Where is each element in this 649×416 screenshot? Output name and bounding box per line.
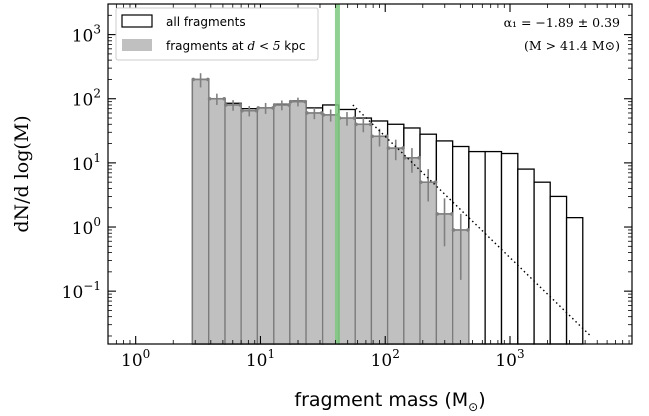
x-tick-label-3: 103	[495, 347, 524, 371]
errorbar-dot-r-16	[466, 228, 470, 232]
bar-near-12	[386, 147, 405, 345]
legend-label-all: all fragments	[166, 15, 246, 29]
errorbar-dot-r-14	[433, 180, 438, 184]
errorbar-dot-r-0	[206, 77, 210, 82]
y-tick-label-2: 101	[72, 151, 101, 175]
error-bars	[191, 73, 470, 280]
errorbar-dot-r-10	[368, 122, 373, 127]
y-axis-label: dN/d log(M)	[11, 115, 33, 232]
bar-near-5	[273, 104, 291, 345]
bar-near-9	[338, 117, 356, 345]
errorbar-dot-l-7	[305, 111, 309, 115]
legend-label-near-math: d < 5	[247, 39, 280, 53]
legend-swatch-near	[122, 39, 152, 51]
bar-near-0	[191, 78, 210, 345]
errorbar-dot-l-14	[419, 180, 423, 184]
plot-frame	[107, 3, 633, 345]
x-axis-label: fragment mass (M⊙)	[294, 389, 485, 414]
bar-near-1	[208, 98, 226, 345]
y-tick-label-0: 10−1	[62, 279, 101, 303]
errorbar-dot-l-10	[354, 122, 358, 127]
errorbar-dot-r-3	[254, 108, 259, 113]
legend-box	[115, 7, 319, 61]
errorbar-dot-l-16	[451, 228, 456, 232]
overlays	[334, 4, 592, 344]
fit-annotation-slope: α₁ = −1.89 ± 0.39	[504, 15, 620, 30]
power-law-fit	[352, 104, 592, 338]
errorbar-dot-l-11	[370, 134, 375, 139]
bar-near-7	[305, 112, 324, 345]
bar-all-23	[565, 216, 584, 345]
bar-near-11	[370, 135, 389, 345]
errorbar-dot-r-15	[450, 212, 454, 216]
errorbar-dot-l-1	[207, 96, 212, 101]
bar-near-2	[224, 104, 242, 345]
errorbar-dot-l-2	[224, 103, 228, 107]
legend-label-near-suffix: kpc	[280, 39, 305, 53]
x-tick-label-2: 102	[371, 347, 400, 371]
y-tick-label-3: 102	[72, 87, 101, 111]
errorbar-dot-l-0	[191, 77, 196, 82]
x-axis-label-sub: ⊙	[468, 400, 478, 414]
y-tick-label-1: 100	[72, 215, 101, 239]
bar-all-19	[500, 152, 519, 345]
bar-all-21	[533, 181, 551, 345]
bar-near-13	[403, 157, 421, 345]
errorbar-dot-r-6	[303, 99, 308, 104]
legend: all fragments fragments at d < 5 kpc	[115, 7, 319, 61]
bar-near-4	[256, 107, 275, 345]
errorbar-dot-r-2	[238, 103, 243, 107]
errorbar-dot-l-4	[256, 106, 261, 110]
x-axis-ticks: 100 101 102 103	[107, 4, 630, 371]
bar-near-6	[289, 101, 307, 345]
errorbar-dot-l-5	[272, 103, 277, 107]
legend-swatch-all	[121, 14, 153, 28]
bar-near-10	[354, 123, 373, 345]
errorbar-dot-r-5	[287, 103, 291, 107]
x-axis-label-text: fragment mass (M	[294, 389, 468, 411]
legend-label-near-prefix: fragments at	[166, 39, 247, 53]
errorbar-dot-l-6	[288, 99, 293, 104]
bar-all-20	[517, 168, 535, 345]
bar-near-14	[419, 181, 438, 345]
errorbar-dot-l-12	[386, 146, 391, 150]
bar-near-3	[240, 110, 259, 345]
x-axis-label-close: )	[478, 389, 485, 411]
errorbar-dot-l-15	[435, 212, 439, 216]
x-tick-label-0: 100	[121, 347, 150, 371]
errorbar-dot-r-13	[417, 156, 422, 160]
bar-all-18	[484, 150, 503, 345]
errorbar-dot-l-8	[321, 113, 326, 117]
errorbar-dot-l-13	[402, 156, 407, 160]
x-tick-label-1: 101	[246, 347, 275, 371]
bar-all-22	[549, 195, 568, 345]
errorbar-dot-l-3	[240, 108, 244, 113]
errorbar-dot-r-4	[271, 106, 275, 110]
errorbar-dot-r-1	[222, 96, 227, 101]
errorbar-dot-r-12	[401, 146, 405, 150]
y-tick-label-4: 103	[72, 23, 101, 47]
legend-label-near: fragments at d < 5 kpc	[166, 39, 305, 53]
fit-annotation-range: (M > 41.4 M⊙)	[524, 38, 620, 53]
y-axis-ticks: 10−1 100 101 102 103	[62, 14, 632, 337]
errorbar-dot-r-9	[352, 116, 357, 120]
bar-all-17	[468, 150, 486, 345]
